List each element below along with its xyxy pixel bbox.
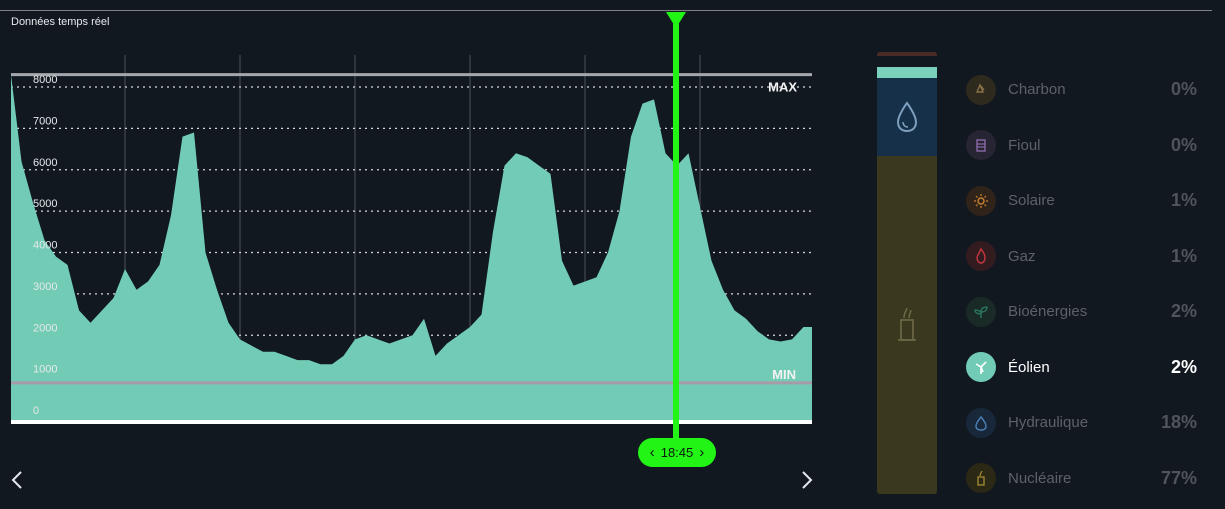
page-title: Données temps réel	[11, 16, 110, 28]
energy-mix-legend: Charbon 0% Fioul 0% Solaire 1% Gaz 1% Bioénergie…	[966, 62, 1202, 506]
legend-row-hydro[interactable]: Hydraulique 18%	[966, 395, 1202, 451]
mix-segment-hydro	[877, 78, 937, 156]
y-tick-label: 5000	[33, 198, 57, 210]
legend-row-coal[interactable]: Charbon 0%	[966, 62, 1202, 118]
legend-name: Gaz	[1008, 247, 1036, 265]
time-cursor-handle[interactable]: ‹ 18:45 ›	[638, 438, 716, 467]
legend-row-gas[interactable]: Gaz 1%	[966, 229, 1202, 285]
chevron-left-icon: ‹	[649, 444, 655, 461]
legend-name: Charbon	[1008, 81, 1066, 99]
max-label: MAX	[768, 80, 797, 95]
legend-percent: 18%	[1160, 412, 1197, 433]
legend-name: Hydraulique	[1008, 414, 1089, 432]
legend-percent: 1%	[1170, 245, 1197, 266]
bioenergy-icon	[966, 296, 996, 327]
legend-name: Nucléaire	[1008, 469, 1072, 487]
y-tick-label: 0	[33, 405, 39, 417]
solar-icon	[966, 185, 996, 216]
gas-icon	[966, 241, 996, 272]
hydro-icon	[966, 407, 996, 438]
legend-name: Bioénergies	[1008, 303, 1088, 321]
legend-percent: 2%	[1170, 301, 1197, 322]
time-cursor[interactable]	[664, 10, 688, 450]
legend-row-solar[interactable]: Solaire 1%	[966, 173, 1202, 229]
chevron-left-icon	[11, 471, 22, 489]
min-band	[11, 382, 812, 422]
hydro-icon	[896, 101, 918, 133]
legend-percent: 0%	[1170, 134, 1197, 155]
y-tick-label: 3000	[33, 281, 57, 293]
next-period-button[interactable]	[796, 468, 816, 492]
min-label: MIN	[772, 367, 796, 382]
y-tick-label: 8000	[33, 74, 57, 86]
wind-production-area	[11, 74, 812, 422]
nuclear-icon	[966, 463, 996, 494]
consumption-chart: 0 1000 2000 3000 4000 5000 6000 7000 8000 MAX MI…	[11, 55, 812, 424]
coal-icon	[966, 74, 996, 105]
y-tick-label: 6000	[33, 157, 57, 169]
chevron-right-icon	[802, 471, 813, 489]
mix-segment-wind	[877, 67, 937, 78]
nuclear-icon	[898, 307, 916, 341]
top-divider	[0, 10, 1212, 11]
legend-row-wind[interactable]: Éolien 2%	[966, 340, 1202, 396]
legend-row-bioenergy[interactable]: Bioénergies 2%	[966, 284, 1202, 340]
legend-row-nuclear[interactable]: Nucléaire 77%	[966, 451, 1202, 507]
energy-mix-bar	[877, 52, 937, 494]
y-tick-label: 7000	[33, 115, 57, 127]
previous-period-button[interactable]	[8, 468, 28, 492]
oil-icon	[966, 130, 996, 161]
legend-percent: 1%	[1170, 190, 1197, 211]
legend-percent: 77%	[1160, 467, 1197, 488]
legend-percent: 0%	[1170, 79, 1197, 100]
y-tick-label: 4000	[33, 240, 57, 252]
legend-name: Fioul	[1008, 136, 1041, 154]
current-time: 18:45	[660, 445, 694, 460]
legend-row-oil[interactable]: Fioul 0%	[966, 118, 1202, 174]
legend-name: Éolien	[1008, 358, 1050, 376]
wind-icon	[966, 352, 996, 383]
legend-percent: 2%	[1170, 356, 1197, 377]
chevron-right-icon: ›	[699, 444, 705, 461]
y-tick-label: 1000	[33, 364, 57, 376]
mix-segment-nuclear	[877, 156, 937, 494]
legend-name: Solaire	[1008, 192, 1055, 210]
mix-segment-gap	[877, 56, 937, 67]
mix-segment-thermal	[877, 52, 937, 56]
y-tick-label: 2000	[33, 322, 57, 334]
